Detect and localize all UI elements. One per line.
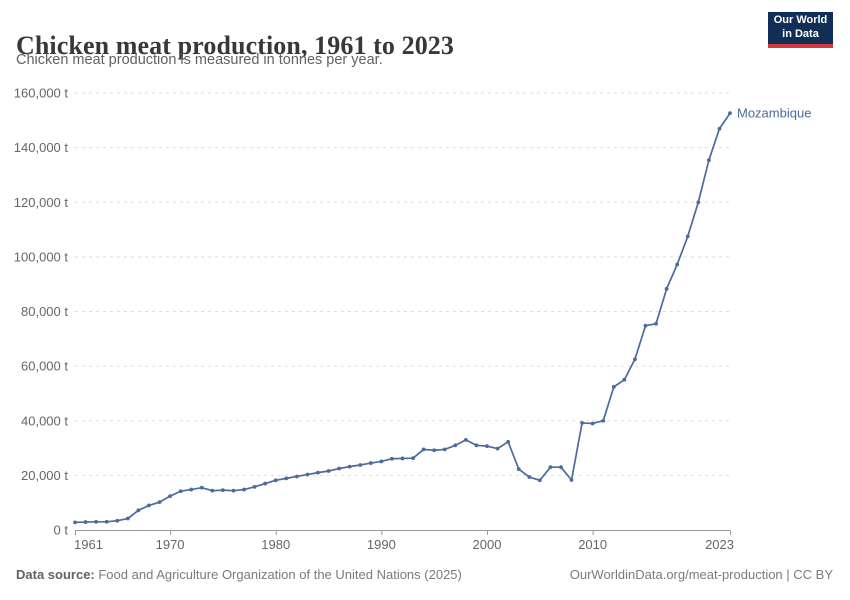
data-point bbox=[273, 478, 278, 483]
y-axis-tick-label: 60,000 t bbox=[21, 359, 68, 374]
x-axis-tick-label: 1990 bbox=[367, 537, 396, 552]
data-point bbox=[548, 465, 553, 470]
data-source: Data source: Food and Agriculture Organi… bbox=[16, 567, 462, 582]
data-point bbox=[294, 474, 299, 479]
data-point bbox=[168, 494, 172, 499]
data-point bbox=[316, 470, 320, 475]
data-point bbox=[611, 384, 616, 389]
data-point bbox=[633, 357, 637, 362]
x-axis-tick-label: 1980 bbox=[261, 537, 290, 552]
data-point bbox=[252, 484, 257, 489]
data-source-text: Food and Agriculture Organization of the… bbox=[94, 567, 462, 582]
data-point bbox=[347, 464, 352, 469]
x-axis-tick-label: 2023 bbox=[705, 537, 734, 552]
data-point bbox=[390, 456, 394, 461]
data-point bbox=[654, 321, 658, 326]
chart-footer: Data source: Food and Agriculture Organi… bbox=[16, 567, 833, 582]
data-point bbox=[231, 488, 236, 493]
data-point bbox=[537, 478, 542, 483]
data-point bbox=[569, 478, 574, 482]
data-point bbox=[94, 519, 99, 524]
data-point bbox=[601, 418, 606, 423]
y-axis-tick-label: 140,000 t bbox=[14, 140, 69, 155]
data-point bbox=[685, 234, 690, 239]
data-point bbox=[495, 446, 500, 451]
data-point bbox=[580, 421, 584, 425]
data-point bbox=[210, 488, 215, 493]
data-point bbox=[485, 444, 489, 449]
y-axis-tick-label: 160,000 t bbox=[14, 86, 69, 101]
data-point bbox=[527, 475, 532, 479]
data-point bbox=[453, 443, 458, 448]
data-source-label: Data source: bbox=[16, 567, 95, 582]
owid-logo: Our World in Data bbox=[768, 12, 833, 48]
data-point bbox=[696, 200, 701, 205]
data-point bbox=[474, 443, 479, 448]
data-point bbox=[358, 463, 363, 467]
data-point bbox=[189, 487, 194, 492]
data-point bbox=[221, 488, 225, 493]
x-axis-tick-label: 2000 bbox=[473, 537, 502, 552]
x-axis-tick-label: 1970 bbox=[156, 537, 185, 552]
data-point bbox=[706, 158, 711, 163]
data-point bbox=[178, 489, 183, 494]
data-point bbox=[136, 508, 141, 513]
y-axis-tick-label: 20,000 t bbox=[21, 468, 68, 483]
data-point bbox=[717, 126, 722, 131]
data-point bbox=[432, 448, 437, 453]
data-point bbox=[400, 456, 405, 461]
data-point bbox=[115, 518, 120, 523]
data-point bbox=[337, 466, 342, 471]
data-point bbox=[664, 286, 669, 291]
data-point bbox=[104, 519, 109, 524]
page-title: Chicken meat production, 1961 to 2023 bbox=[16, 31, 455, 61]
owid-logo-line2: in Data bbox=[782, 28, 819, 40]
data-point bbox=[506, 439, 511, 444]
y-axis-tick-label: 40,000 t bbox=[21, 413, 68, 428]
data-point bbox=[368, 461, 373, 465]
data-point bbox=[590, 421, 595, 426]
data-point bbox=[442, 447, 447, 452]
data-point bbox=[379, 459, 384, 464]
data-point bbox=[83, 520, 88, 524]
x-axis-tick-label: 2010 bbox=[578, 537, 607, 552]
y-axis-tick-label: 80,000 t bbox=[21, 304, 68, 319]
y-axis-tick-label: 100,000 t bbox=[14, 249, 69, 264]
data-point bbox=[73, 520, 77, 525]
data-point bbox=[643, 323, 648, 328]
data-point bbox=[675, 262, 680, 267]
data-point bbox=[263, 481, 268, 486]
data-point bbox=[147, 503, 151, 508]
data-point bbox=[199, 485, 204, 490]
data-point bbox=[516, 467, 521, 471]
data-point bbox=[463, 437, 468, 442]
x-axis-tick-label: 1961 bbox=[74, 537, 103, 552]
chart-subtitle: Chicken meat production is measured in t… bbox=[16, 52, 383, 68]
data-point bbox=[157, 500, 162, 505]
data-point bbox=[411, 456, 415, 461]
data-point bbox=[559, 465, 563, 470]
data-point bbox=[728, 111, 732, 116]
credit-text: OurWorldinData.org/meat-production | CC … bbox=[569, 567, 833, 582]
owid-logo-line1: Our World bbox=[773, 14, 828, 27]
data-point bbox=[284, 476, 289, 481]
entity-label: Mozambique bbox=[737, 106, 811, 121]
data-line-mozambique bbox=[74, 112, 731, 524]
data-point bbox=[305, 472, 310, 477]
data-point bbox=[421, 447, 426, 452]
data-point bbox=[242, 487, 246, 492]
data-point bbox=[125, 516, 130, 521]
data-point bbox=[326, 469, 331, 473]
y-axis-tick-label: 0 t bbox=[54, 523, 69, 538]
y-axis-tick-label: 120,000 t bbox=[14, 195, 69, 210]
data-point bbox=[622, 377, 627, 382]
